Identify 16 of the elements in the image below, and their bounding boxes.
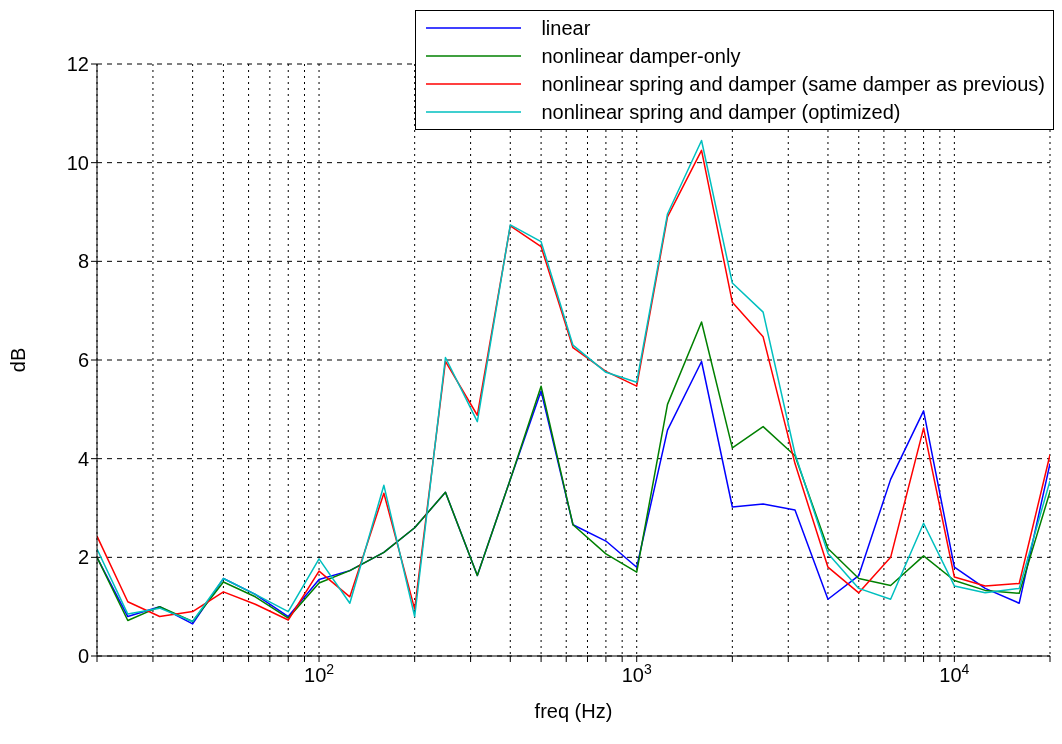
x-tick-label: 10$^{4}$ bbox=[939, 661, 970, 686]
y-axis-title: dB bbox=[7, 347, 30, 373]
x-tick-label: 10$^{2}$ bbox=[304, 661, 335, 686]
x-tick-label: 10$^{3}$ bbox=[621, 661, 652, 686]
y-tick-label: 0 bbox=[77, 645, 89, 668]
x-axis-title: freq (Hz) bbox=[534, 700, 613, 722]
y-tick-label: 6 bbox=[77, 349, 89, 372]
y-tick-label: 10 bbox=[66, 151, 89, 174]
y-tick-label: 12 bbox=[66, 53, 89, 76]
y-tick-label: 8 bbox=[77, 250, 89, 273]
legend-label: nonlinear spring and damper (optimized) bbox=[541, 100, 901, 124]
legend-label: linear bbox=[541, 16, 591, 40]
y-tick-label: 2 bbox=[77, 546, 89, 569]
legend-label: nonlinear damper-only bbox=[541, 44, 741, 68]
y-tick-label: 4 bbox=[77, 447, 89, 470]
legend-label: nonlinear spring and damper (same damper as previous) bbox=[541, 72, 1045, 96]
